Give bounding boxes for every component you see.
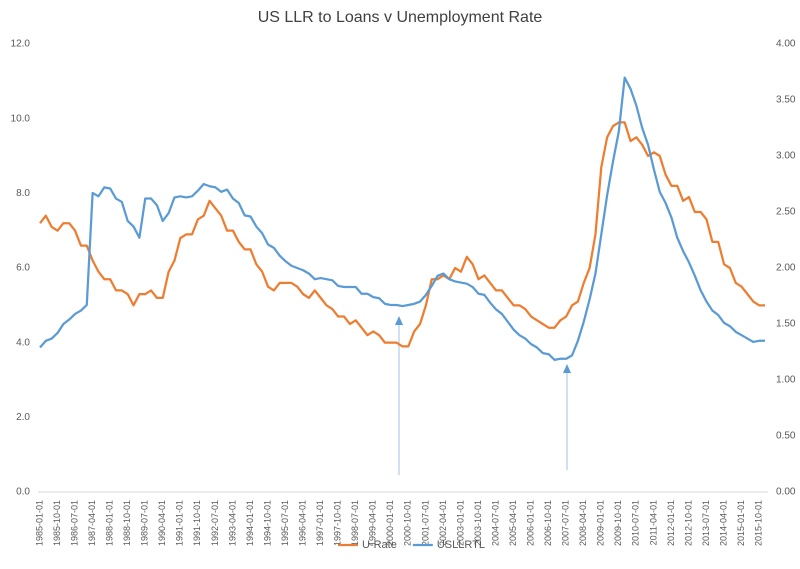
y2-tick-label: 1.50 [776,319,796,330]
x-tick-label: 2008-04-01 [578,500,588,546]
legend-label: U-Rate [362,539,397,551]
y-tick-label: 8.0 [16,188,30,199]
x-tick-label: 2006-10-01 [543,500,553,546]
x-tick-label: 2015-01-01 [736,500,746,546]
y-tick-label: 6.0 [16,263,30,274]
x-tick-label: 1996-04-01 [297,500,307,546]
y2-tick-label: 4.00 [776,39,796,50]
x-tick-label: 1994-10-01 [262,500,272,546]
x-tick-label: 2010-07-01 [631,500,641,546]
x-tick-label: 1988-10-01 [122,500,132,546]
x-tick-label: 1992-07-01 [210,500,220,546]
y-tick-label: 0.0 [16,487,30,498]
x-tick-label: 2003-10-01 [473,500,483,546]
x-tick-label: 2000-01-01 [385,500,395,546]
x-tick-label: 1995-07-01 [280,500,290,546]
legend-label: USLLRTL [437,539,485,551]
x-tick-label: 2003-01-01 [455,500,465,546]
x-tick-label: 2004-07-01 [490,500,500,546]
y2-tick-label: 2.50 [776,207,796,218]
x-tick-label: 1985-01-01 [34,500,44,546]
x-tick-label: 1998-07-01 [350,500,360,546]
x-tick-label: 1990-04-01 [157,500,167,546]
x-tick-label: 2012-01-01 [666,500,676,546]
arrow-head [563,364,571,373]
annotation-arrows [395,316,571,475]
x-tick-label: 1987-04-01 [87,500,97,546]
x-tick-label: 1997-01-01 [315,500,325,546]
x-tick-label: 2015-10-01 [754,500,764,546]
x-tick-label: 1991-10-01 [192,500,202,546]
x-tick-label: 2014-04-01 [718,500,728,546]
x-tick-label: 2009-10-01 [613,500,623,546]
x-tick-label: 1991-01-01 [175,500,185,546]
x-tick-label: 1989-07-01 [140,500,150,546]
series-line [39,121,765,348]
x-tick-label: 2013-07-01 [701,500,711,546]
x-tick-label: 2005-04-01 [508,500,518,546]
x-tick-label: 1997-10-01 [333,500,343,546]
x-tick-label: 1994-01-01 [245,500,255,546]
x-tick-label: 2012-10-01 [683,500,693,546]
y2-tick-label: 1.00 [776,375,796,386]
x-tick-label: 1986-07-01 [69,500,79,546]
y2-tick-label: 3.00 [776,151,796,162]
y-tick-label: 12.0 [11,39,31,50]
x-tick-label: 2000-10-01 [403,500,413,546]
series-line [39,76,765,361]
x-tick-label: 2006-01-01 [526,500,536,546]
x-tick-label: 1985-10-01 [52,500,62,546]
x-tick-label: 2011-04-01 [648,500,658,545]
y-tick-label: 4.0 [16,337,30,348]
x-tick-label: 1993-04-01 [227,500,237,546]
y2-tick-label: 0.50 [776,431,796,442]
y2-tick-label: 0.00 [776,487,796,498]
x-tick-label: 1999-04-01 [368,500,378,546]
x-tick-label: 2007-07-01 [561,500,571,546]
y2-tick-label: 2.00 [776,263,796,274]
y-tick-label: 10.0 [11,113,31,124]
chart-title: US LLR to Loans v Unemployment Rate [258,9,543,26]
x-tick-label: 2009-01-01 [596,500,606,546]
x-tick-label: 2001-07-01 [420,500,430,546]
y-tick-label: 2.0 [16,412,30,423]
y2-tick-label: 3.50 [776,95,796,106]
x-tick-label: 2002-04-01 [438,500,448,546]
arrow-head [395,316,403,325]
x-tick-label: 1988-01-01 [105,500,115,546]
